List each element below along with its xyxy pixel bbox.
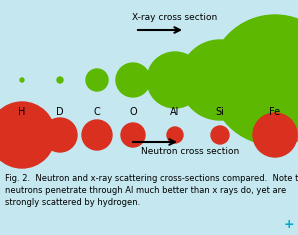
Text: Si: Si [215, 107, 224, 117]
Text: H: H [18, 107, 26, 117]
Circle shape [121, 123, 145, 147]
Text: X-ray cross section: X-ray cross section [132, 13, 218, 23]
Text: Fig. 2.  Neutron and x-ray scattering cross-sections compared.  Note that
neutro: Fig. 2. Neutron and x-ray scattering cro… [5, 174, 298, 207]
Text: C: C [94, 107, 100, 117]
Circle shape [116, 63, 150, 97]
Circle shape [147, 52, 203, 108]
Circle shape [210, 15, 298, 145]
Circle shape [253, 113, 297, 157]
Text: Neutron cross section: Neutron cross section [141, 148, 239, 157]
Text: Al: Al [170, 107, 180, 117]
Circle shape [57, 77, 63, 83]
Circle shape [82, 120, 112, 150]
Text: D: D [56, 107, 64, 117]
Circle shape [0, 102, 55, 168]
Circle shape [43, 118, 77, 152]
Circle shape [211, 126, 229, 144]
Text: O: O [129, 107, 137, 117]
Text: +: + [283, 218, 294, 231]
Circle shape [167, 127, 183, 143]
Circle shape [180, 40, 260, 120]
Circle shape [20, 78, 24, 82]
Text: Fe: Fe [269, 107, 280, 117]
Circle shape [86, 69, 108, 91]
